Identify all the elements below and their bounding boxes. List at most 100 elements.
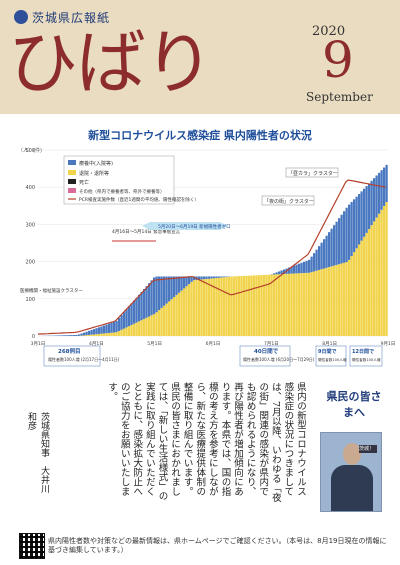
- bar-discharged: [318, 269, 321, 336]
- box1-sub: 陽性者数100人増 (2月17日～4月11日): [48, 356, 120, 362]
- x-tick-label: 7月1日: [264, 341, 279, 347]
- bar-discharged: [278, 274, 281, 336]
- bar-discharged: [330, 266, 333, 336]
- bar-discharged: [173, 297, 176, 336]
- issue-month-name: September: [306, 90, 373, 104]
- bar-discharged: [340, 263, 343, 336]
- bar-discharged: [365, 232, 368, 336]
- bar-hospitalized: [203, 276, 206, 280]
- bar-discharged: [218, 277, 221, 336]
- bar-hospitalized: [138, 294, 141, 322]
- bar-hospitalized: [78, 334, 81, 336]
- box3-sub: 陽性者数100人増: [318, 357, 347, 362]
- bar-hospitalized: [348, 204, 351, 260]
- bar-discharged: [280, 274, 283, 336]
- bar-hospitalized: [363, 188, 366, 237]
- x-tick-label: 8月1日: [322, 341, 337, 347]
- bar-hospitalized: [200, 276, 203, 280]
- bar-hospitalized: [225, 276, 228, 278]
- bar-hospitalized: [128, 306, 131, 327]
- bar-discharged: [90, 334, 93, 336]
- bar-hospitalized: [213, 276, 216, 279]
- bar-hospitalized: [80, 333, 83, 336]
- bar-hospitalized: [108, 323, 111, 333]
- bar-discharged: [110, 332, 113, 336]
- bar-discharged: [125, 327, 128, 336]
- bar-hospitalized: [358, 194, 361, 245]
- bar-discharged: [270, 274, 273, 336]
- bar-hospitalized: [178, 276, 181, 293]
- bar-hospitalized: [168, 276, 171, 302]
- bar-discharged: [315, 270, 318, 336]
- bar-discharged: [358, 244, 361, 336]
- bar-discharged: [255, 275, 258, 336]
- bar-hospitalized: [153, 277, 156, 315]
- bar-hospitalized: [115, 320, 118, 333]
- bar-discharged: [180, 290, 183, 336]
- bar-discharged: [115, 332, 118, 336]
- bar-discharged: [98, 333, 101, 336]
- issue-year: 2020: [312, 24, 346, 39]
- bar-hospitalized: [208, 276, 211, 279]
- bar-discharged: [220, 277, 223, 336]
- masthead-area: 茨城県広報紙 ひばり 2020 9 September: [0, 0, 400, 114]
- bar-discharged: [313, 271, 316, 336]
- bar-discharged: [228, 276, 231, 336]
- bar-hospitalized: [303, 261, 306, 274]
- bar-hospitalized: [218, 276, 221, 278]
- bar-hospitalized: [360, 191, 363, 241]
- bar-hospitalized: [110, 322, 113, 333]
- bar-discharged: [385, 202, 388, 336]
- bar-discharged: [113, 332, 116, 336]
- bar-discharged: [190, 281, 193, 336]
- bar-hospitalized: [123, 312, 126, 329]
- message-heading: 県民の皆さまへ: [326, 390, 382, 419]
- bar-hospitalized: [350, 201, 353, 257]
- bar-discharged: [368, 229, 371, 336]
- bar-hospitalized: [183, 276, 186, 289]
- bar-discharged: [105, 333, 108, 336]
- bar-discharged: [293, 273, 296, 336]
- bar-discharged: [128, 326, 131, 336]
- bar-discharged: [355, 248, 358, 336]
- bar-discharged: [335, 264, 338, 336]
- annotation-emergency: 4月16日～5月14日 緊急事態宣言: [112, 228, 181, 235]
- bar-hospitalized: [378, 172, 381, 214]
- annotations: 「昼カラ」クラスター 「夜の街」クラスター 医療機関・福祉施設クラスター 4月1…: [20, 167, 383, 367]
- bar-hospitalized: [380, 170, 383, 210]
- legend-item-deaths: 死亡: [79, 179, 89, 186]
- qr-code-icon[interactable]: [19, 533, 45, 559]
- bar-hospitalized: [65, 335, 68, 336]
- bar-discharged: [260, 275, 263, 336]
- bar-discharged: [258, 275, 261, 336]
- bar-hospitalized: [158, 276, 161, 311]
- bar-discharged: [195, 279, 198, 336]
- bar-hospitalized: [340, 214, 343, 264]
- bar-discharged: [185, 286, 188, 336]
- bar-hospitalized: [120, 315, 123, 330]
- bar-discharged: [323, 268, 326, 336]
- box1-title: 268例目: [58, 347, 80, 355]
- zero-period-arrow: [142, 222, 228, 230]
- bar-hospitalized: [370, 180, 373, 226]
- bar-hospitalized: [315, 249, 318, 271]
- bar-discharged: [298, 273, 301, 336]
- bar-hospitalized: [310, 256, 313, 273]
- bar-hospitalized: [375, 175, 378, 218]
- bar-discharged: [178, 292, 181, 336]
- bar-discharged: [375, 217, 378, 336]
- bar-discharged: [285, 273, 288, 336]
- chart-title: 新型コロナウイルス感染症 県内陽性者の状況: [88, 129, 312, 142]
- bar-discharged: [175, 294, 178, 336]
- bar-discharged: [100, 333, 103, 336]
- annotation-zero-period: 5月20日～6月19日 新規陽性者ゼロ: [158, 223, 231, 230]
- bar-discharged: [168, 301, 171, 336]
- bar-discharged: [360, 240, 363, 336]
- bar-hospitalized: [180, 276, 183, 291]
- x-tick-label: 3月1日: [31, 341, 46, 347]
- bar-discharged: [200, 279, 203, 336]
- bar-discharged: [328, 267, 331, 336]
- bar-discharged: [288, 273, 291, 336]
- bar-discharged: [240, 276, 243, 336]
- bar-discharged: [130, 324, 133, 336]
